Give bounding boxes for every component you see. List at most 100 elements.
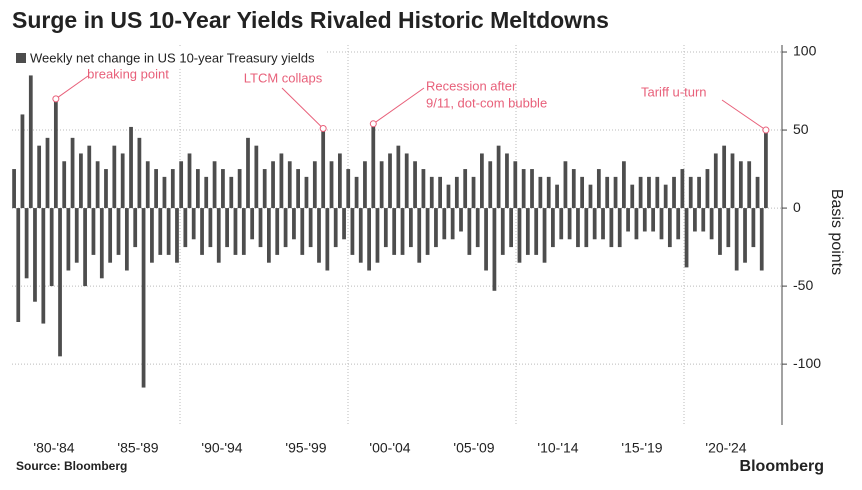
bar [145,161,150,209]
bar [66,208,71,271]
annotation-marker [52,95,60,103]
bar [104,169,108,209]
bar [79,153,83,209]
bar [363,161,367,209]
bar [120,153,125,209]
bar [446,184,451,209]
annotation-text: Tariff u-turn [641,84,707,99]
bar [375,208,380,263]
bar [463,169,468,209]
bar [555,184,559,209]
bar [693,208,697,232]
annotation-text: Recession after [426,78,517,93]
bar [634,208,639,240]
bar [438,176,443,209]
chart-title: Surge in US 10-Year Yields Rivaled Histo… [12,7,609,33]
bar [108,208,113,263]
bar [525,208,530,255]
bar [409,208,413,248]
bar [62,161,67,209]
annotation-leader [373,87,425,125]
bar [350,208,355,255]
bar [279,153,284,209]
x-tick-label: '80-'84 [33,440,74,456]
bar [484,208,488,271]
bar [688,176,693,209]
y-tick-label: 0 [793,199,801,215]
bar [471,176,476,209]
x-tick-label: '00-'04 [369,440,410,456]
bar [638,176,643,209]
bar [684,208,689,268]
bar [709,208,714,240]
bar [83,208,87,287]
bar [701,208,706,232]
bar [718,208,722,255]
x-tick-label: '95-'99 [285,440,326,456]
annotation-leader [281,87,324,129]
bar [112,145,117,209]
bar [747,161,752,209]
bar [296,169,300,209]
bar [622,161,626,209]
bar [442,208,447,240]
annotation-leader [55,75,89,100]
bar [141,208,146,388]
bar [53,98,58,209]
bar [500,208,505,255]
bar [371,123,376,209]
bar [642,208,647,232]
bar [505,153,509,209]
bar [429,176,434,209]
bar [509,208,514,248]
bar [133,208,138,248]
bar [233,208,238,255]
bar [546,176,551,209]
bar [258,208,263,248]
bar [563,161,568,209]
bar [655,176,660,209]
bar [459,208,463,232]
bar [630,184,635,209]
bar [283,208,288,248]
bar [764,130,768,209]
bar [354,176,359,209]
bar [179,161,184,209]
bar [175,208,179,263]
bar [513,161,518,209]
bar [542,208,547,263]
bar [221,169,225,209]
bar [730,153,735,209]
bar [329,161,334,209]
annotation-marker [369,120,377,128]
bar [158,208,163,255]
bar [166,208,171,255]
bar [738,161,743,209]
bar [480,153,484,209]
bar [400,208,405,255]
bar [150,208,154,263]
bar [195,169,200,209]
bar [576,208,580,248]
bar [488,161,493,209]
bar [225,208,229,248]
bar [275,208,280,255]
bar [262,169,267,209]
legend-swatch [16,53,26,63]
bar [421,169,426,209]
bar [596,169,601,209]
bar [396,145,401,209]
bar [609,208,614,248]
bar [530,169,534,209]
bar [626,208,630,232]
y-tick-label: 100 [793,43,817,59]
bar [346,169,351,209]
bar [434,208,438,248]
y-axis-label: Basis points [828,189,845,275]
bar [116,208,121,255]
bar [308,208,313,248]
bar [337,153,342,209]
bar [191,208,196,240]
x-tick-label: '85-'89 [117,440,158,456]
